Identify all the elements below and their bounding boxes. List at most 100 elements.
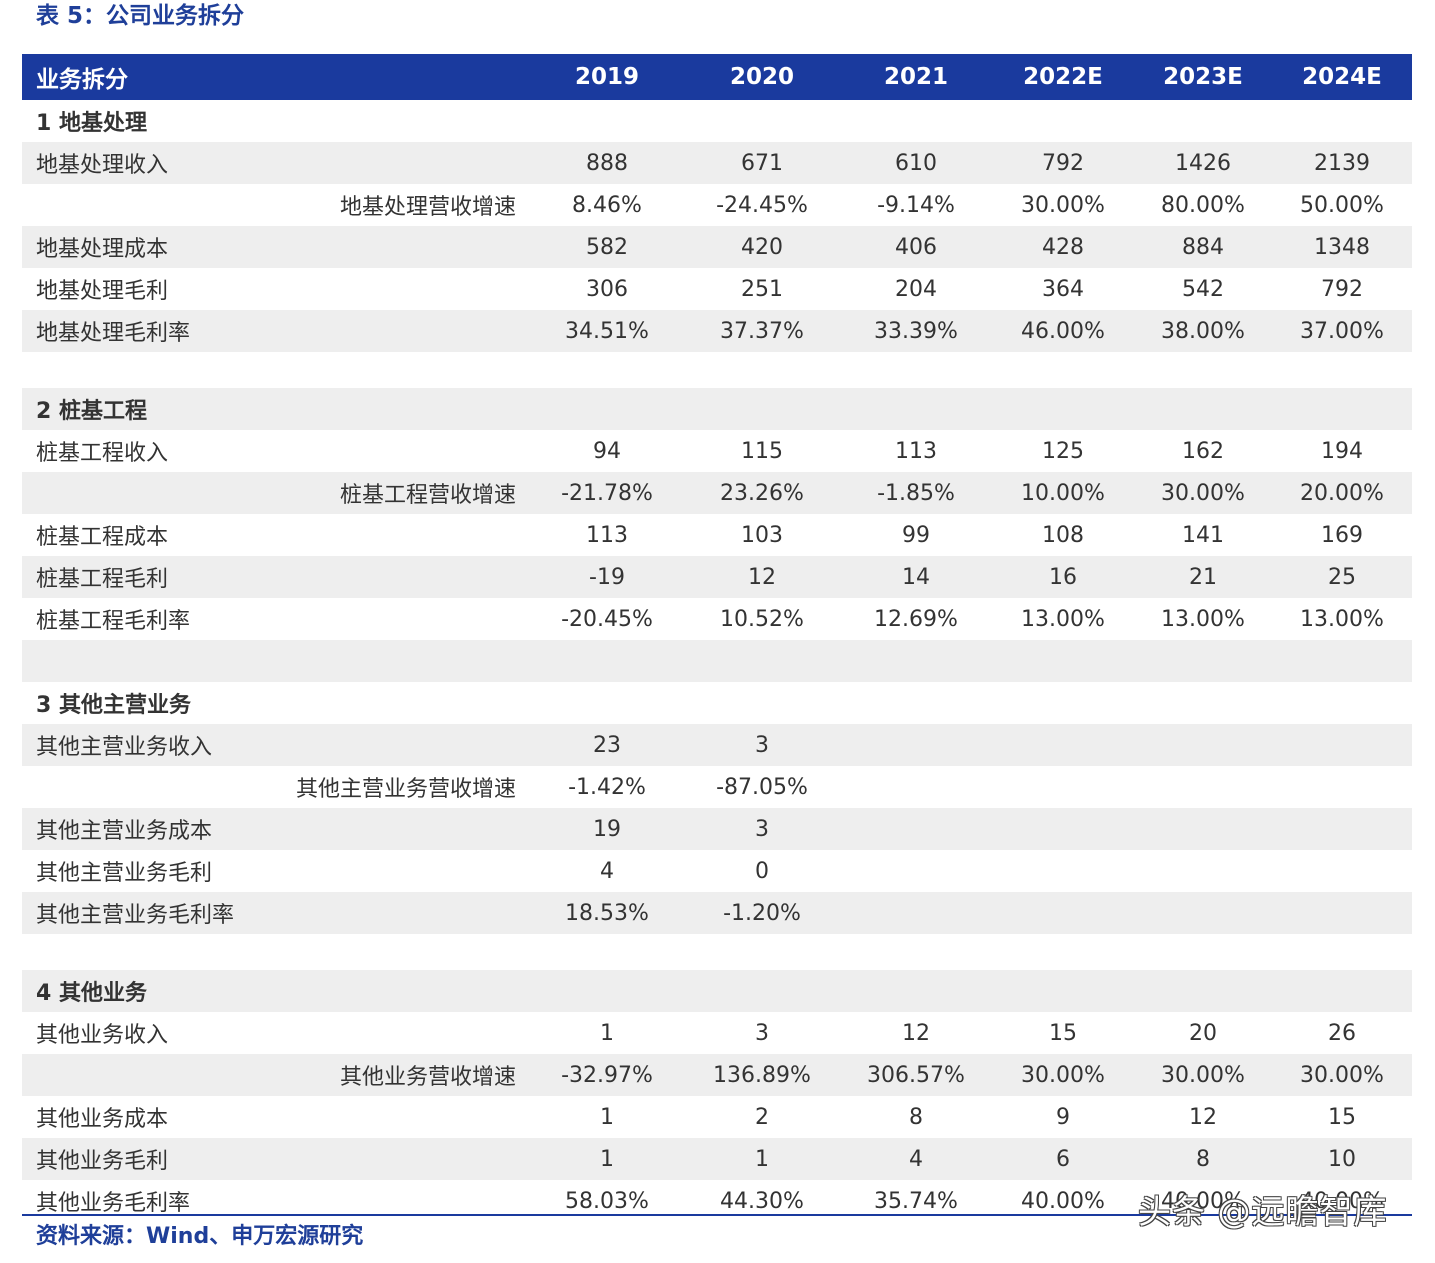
table-cell: 108	[1042, 522, 1084, 548]
table-cell: 40.00%	[1021, 1188, 1105, 1214]
table-cell: 12.69%	[874, 606, 958, 632]
table-cell	[1128, 808, 1278, 850]
table-cell: 80.00%	[1161, 192, 1245, 218]
spacer-row	[22, 640, 1412, 682]
table-cell: 94	[593, 438, 621, 464]
table-title: 表 5：公司业务拆分	[36, 3, 245, 29]
table-cell: 13.00%	[1021, 606, 1105, 632]
table-cell	[1267, 850, 1417, 892]
table-cell: 30.00%	[1021, 1062, 1105, 1088]
table-cell: 20.00%	[1300, 480, 1384, 506]
table-cell: 20	[1189, 1020, 1217, 1046]
row-label: 地基处理营收增速	[339, 195, 516, 220]
table-cell: 35.74%	[874, 1188, 958, 1214]
table-row: 地基处理成本 582 420 406 428 884 1348	[22, 226, 1412, 268]
table-cell: 26	[1328, 1020, 1356, 1046]
table-cell: 12	[1189, 1104, 1217, 1130]
watermark: 头条 @远瞻智库	[1138, 1192, 1388, 1231]
section-header-row: 4 其他业务	[22, 970, 1412, 1012]
header-year: 2024E	[1302, 64, 1382, 90]
table-cell: -20.45%	[561, 606, 653, 632]
table-body: 1 地基处理 地基处理收入 888 671 610 792 1426 2139 地基处理营收增速…	[22, 100, 1412, 1222]
table-cell: 13.00%	[1300, 606, 1384, 632]
table-cell: 9	[1056, 1104, 1070, 1130]
table-cell: 1	[600, 1020, 614, 1046]
table-cell: 4	[600, 858, 614, 884]
table-cell: 364	[1042, 276, 1084, 302]
row-label: 其他主营业务收入	[36, 735, 213, 760]
table-cell: 542	[1182, 276, 1224, 302]
table-cell: -24.45%	[716, 192, 808, 218]
table-row: 桩基工程成本 113 103 99 108 141 169	[22, 514, 1412, 556]
table-cell: 10	[1328, 1146, 1356, 1172]
table-cell	[1267, 724, 1417, 766]
table-cell: 19	[593, 816, 621, 842]
table-cell	[1128, 850, 1278, 892]
table-cell: 15	[1049, 1020, 1077, 1046]
table-row: 地基处理营收增速 8.46% -24.45% -9.14% 30.00% 80.00% 50…	[22, 184, 1412, 226]
table-cell: 30.00%	[1021, 192, 1105, 218]
table-row: 地基处理毛利 306 251 204 364 542 792	[22, 268, 1412, 310]
row-label: 其他业务成本	[36, 1107, 169, 1132]
table-cell: 50.00%	[1300, 192, 1384, 218]
table-cell: 2	[755, 1104, 769, 1130]
section-label: 2 桩基工程	[36, 399, 147, 424]
table-cell: 33.39%	[874, 318, 958, 344]
table-cell: 1426	[1175, 150, 1231, 176]
table-cell: -32.97%	[561, 1062, 653, 1088]
table-cell	[841, 808, 991, 850]
table-cell: 34.51%	[565, 318, 649, 344]
table-cell: 12	[902, 1020, 930, 1046]
section-label: 1 地基处理	[36, 111, 147, 136]
section-header-row: 3 其他主营业务	[22, 682, 1412, 724]
table-cell: 23	[593, 732, 621, 758]
row-label: 其他主营业务营收增速	[295, 777, 516, 802]
header-year: 2023E	[1163, 64, 1243, 90]
table-cell	[1128, 892, 1278, 934]
table-row: 其他主营业务成本 19 3	[22, 808, 1412, 850]
table-cell: 8	[1196, 1146, 1210, 1172]
table-row: 桩基工程收入 94 115 113 125 162 194	[22, 430, 1412, 472]
table-cell: 58.03%	[565, 1188, 649, 1214]
table-cell: 12	[748, 564, 776, 590]
table-cell	[841, 724, 991, 766]
table-bottom-rule	[22, 1214, 1412, 1216]
table-row: 其他业务收入 1 3 12 15 20 26	[22, 1012, 1412, 1054]
table-cell: -21.78%	[561, 480, 653, 506]
header-year: 2021	[883, 64, 948, 90]
table-cell: 204	[895, 276, 937, 302]
table-cell: 113	[586, 522, 628, 548]
header-year: 2022E	[1023, 64, 1103, 90]
table-cell: 136.89%	[713, 1062, 811, 1088]
table-cell: -1.20%	[723, 900, 801, 926]
table-cell: 30.00%	[1300, 1062, 1384, 1088]
table-cell: 888	[586, 150, 628, 176]
header-year: 2020	[729, 64, 794, 90]
header-year: 2019	[574, 64, 639, 90]
table-cell	[988, 892, 1138, 934]
table-cell: 0	[755, 858, 769, 884]
table-cell: 10.52%	[720, 606, 804, 632]
row-label: 桩基工程成本	[36, 525, 169, 550]
table-cell: 420	[741, 234, 783, 260]
table-cell: 115	[741, 438, 783, 464]
row-label: 桩基工程毛利率	[36, 609, 191, 634]
section-header-row: 1 地基处理	[22, 100, 1412, 142]
table-cell: 15	[1328, 1104, 1356, 1130]
table-cell	[841, 850, 991, 892]
table-cell: 671	[741, 150, 783, 176]
table-cell: 141	[1182, 522, 1224, 548]
table-row: 其他业务成本 1 2 8 9 12 15	[22, 1096, 1412, 1138]
table-cell: 194	[1321, 438, 1363, 464]
table-cell: 13.00%	[1161, 606, 1245, 632]
table-cell: 4	[909, 1146, 923, 1172]
spacer-row	[22, 934, 1412, 970]
row-label: 其他业务收入	[36, 1023, 169, 1048]
row-label: 其他业务毛利	[36, 1149, 169, 1174]
row-label: 地基处理毛利率	[36, 321, 191, 346]
table-row: 其他主营业务营收增速 -1.42% -87.05%	[22, 766, 1412, 808]
row-label: 其他主营业务毛利率	[36, 903, 235, 928]
table-cell: -87.05%	[716, 774, 808, 800]
table-cell	[1267, 892, 1417, 934]
table-cell: 18.53%	[565, 900, 649, 926]
